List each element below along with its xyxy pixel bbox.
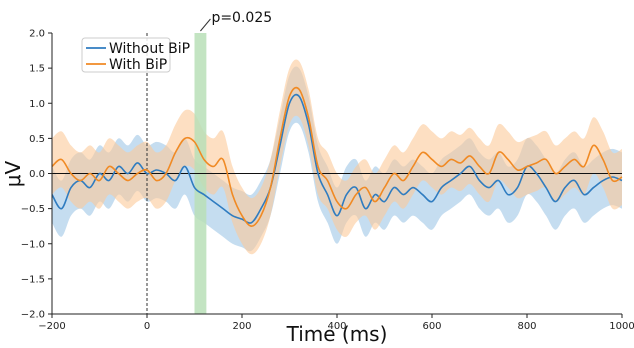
confidence-band-2 <box>52 59 622 255</box>
y-tick-label: −1.0 <box>21 239 45 250</box>
significance-annotation: p=0.025 <box>211 10 272 26</box>
series-line-2 <box>51 86 623 227</box>
y-tick-label: 0.5 <box>29 134 45 145</box>
y-tick-label: 1.5 <box>29 64 45 75</box>
annotation-pointer <box>200 18 211 32</box>
y-tick-label: −2.0 <box>21 310 45 321</box>
x-tick-label: 600 <box>422 321 441 332</box>
x-tick-label: 1000 <box>609 321 634 332</box>
y-tick-label: 1.0 <box>29 99 45 110</box>
y-tick-label: −0.5 <box>21 204 45 215</box>
y-tick-label: −1.5 <box>21 274 45 285</box>
y-tick-label: 2.0 <box>29 29 45 40</box>
legend-label-2: With BiP <box>109 57 167 73</box>
x-tick-label: −200 <box>38 321 65 332</box>
y-axis-label: μV <box>1 160 25 187</box>
x-tick-label: 0 <box>144 321 150 332</box>
x-tick-label: 200 <box>232 321 251 332</box>
x-tick-label: 800 <box>517 321 536 332</box>
y-tick-label: 0.0 <box>29 169 45 180</box>
x-axis-label: Time (ms) <box>286 322 388 346</box>
legend-label-1: Without BiP <box>109 41 190 57</box>
x-tick-label: 400 <box>327 321 346 332</box>
